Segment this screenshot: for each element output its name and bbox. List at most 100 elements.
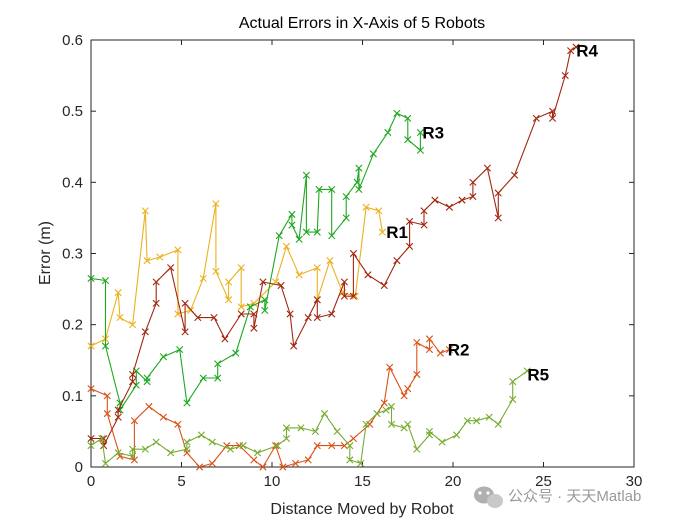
data-point — [453, 431, 461, 439]
data-point — [469, 192, 477, 201]
data-point — [380, 281, 388, 290]
data-point — [237, 303, 245, 311]
y-axis-label: Error (m) — [37, 221, 54, 285]
data-point — [103, 410, 111, 418]
series-r2 — [87, 335, 453, 471]
data-point — [340, 278, 348, 286]
data-point — [469, 178, 477, 186]
data-point — [259, 463, 267, 471]
data-point — [288, 221, 296, 229]
data-point — [194, 313, 202, 322]
data-point — [129, 452, 137, 460]
data-point — [340, 442, 348, 450]
data-point — [259, 278, 267, 286]
data-point — [548, 107, 557, 115]
data-point — [129, 370, 137, 379]
x-tick-label: 30 — [626, 473, 643, 490]
data-point — [355, 185, 363, 194]
data-point — [458, 196, 466, 204]
data-point — [100, 442, 108, 450]
data-point — [279, 463, 287, 471]
x-tick-label: 5 — [177, 473, 185, 490]
data-point — [250, 324, 258, 332]
data-point — [141, 207, 149, 215]
data-point — [183, 438, 191, 446]
data-point — [101, 342, 110, 350]
x-tick-label: 15 — [354, 473, 371, 490]
data-point — [364, 271, 372, 279]
data-point — [438, 438, 446, 446]
data-point — [349, 434, 358, 443]
data-point — [561, 71, 569, 80]
data-point — [313, 313, 321, 322]
data-point — [197, 431, 205, 439]
data-point — [212, 267, 220, 275]
data-point — [400, 392, 408, 400]
data-point — [445, 345, 453, 354]
data-point — [176, 345, 184, 354]
series-r3 — [87, 109, 425, 414]
data-point — [297, 424, 305, 432]
y-tick-label: 0.6 — [62, 32, 83, 49]
data-point — [362, 203, 370, 211]
series-layer — [87, 43, 580, 471]
data-point — [114, 449, 122, 457]
data-point — [523, 367, 531, 375]
data-point — [405, 242, 414, 250]
y-tick-label: 0.2 — [62, 317, 83, 334]
data-point — [174, 246, 182, 254]
data-point — [413, 370, 421, 379]
data-point — [311, 427, 320, 436]
data-point — [384, 128, 392, 137]
data-point — [212, 200, 220, 208]
y-tick-label: 0 — [75, 459, 83, 476]
data-point — [87, 385, 95, 393]
plot-frame — [90, 39, 635, 468]
data-point — [386, 363, 394, 371]
data-point — [431, 196, 439, 204]
data-point — [483, 164, 491, 172]
data-point — [404, 136, 412, 144]
data-point — [87, 442, 95, 450]
data-point — [346, 442, 354, 450]
data-point — [302, 171, 310, 179]
data-point — [340, 292, 348, 300]
data-point — [510, 171, 519, 179]
data-point — [224, 278, 233, 286]
data-point — [261, 306, 269, 315]
data-point — [129, 321, 137, 329]
data-point — [167, 449, 175, 457]
robot-labels: R1 R2 R3 R4 R5 — [386, 42, 598, 385]
series-r4 — [87, 43, 580, 450]
data-point — [103, 392, 111, 400]
robot-label-r2: R2 — [448, 341, 470, 360]
data-point — [214, 374, 222, 382]
data-point — [405, 217, 414, 226]
data-point — [378, 228, 386, 236]
data-point — [313, 296, 321, 304]
data-point — [494, 214, 502, 222]
robot-label-r3: R3 — [422, 124, 444, 143]
data-point — [174, 420, 182, 428]
data-point — [355, 164, 363, 172]
data-point — [375, 207, 383, 215]
data-point — [261, 296, 269, 304]
data-point — [152, 438, 160, 446]
data-point — [237, 310, 245, 318]
data-point — [509, 378, 517, 386]
data-point — [253, 449, 262, 457]
data-point — [425, 345, 434, 354]
data-point — [357, 459, 365, 468]
robot-label-r1: R1 — [386, 223, 408, 242]
data-point — [196, 463, 204, 471]
data-point — [98, 434, 106, 443]
data-point — [295, 235, 303, 243]
data-point — [129, 445, 137, 453]
data-point — [328, 310, 336, 318]
y-tick-label: 0.1 — [62, 388, 83, 405]
data-point — [246, 303, 254, 311]
data-point — [145, 402, 153, 411]
data-point — [159, 353, 167, 361]
data-point — [304, 313, 312, 322]
